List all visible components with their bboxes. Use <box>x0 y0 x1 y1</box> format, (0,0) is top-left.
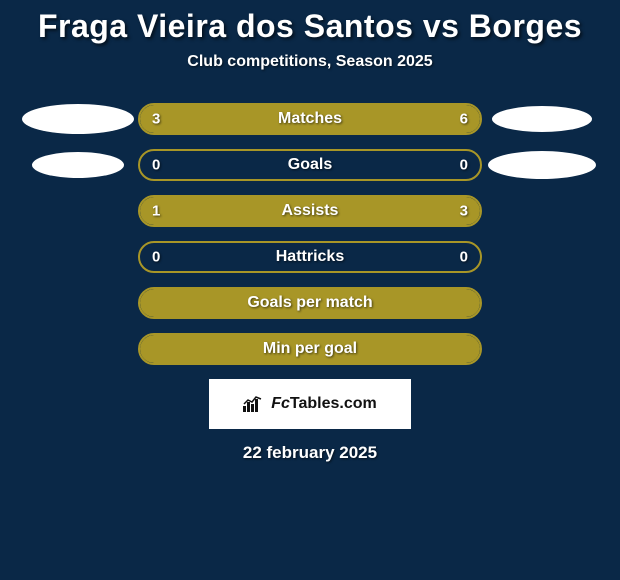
player-left-badge-slot <box>18 104 138 134</box>
stat-row: 1 3 Assists <box>0 195 620 227</box>
stat-value-right: 3 <box>460 203 468 220</box>
page-title: Fraga Vieira dos Santos vs Borges <box>38 8 582 45</box>
chart-icon <box>243 396 265 412</box>
footer-date: 22 february 2025 <box>243 443 377 463</box>
stat-value-right: 0 <box>460 249 468 266</box>
stat-value-left: 0 <box>152 157 160 174</box>
player-ellipse-icon <box>492 106 592 132</box>
footer-brand: FcTables.com <box>271 395 377 413</box>
player-ellipse-icon <box>22 104 134 134</box>
player-ellipse-icon <box>32 152 124 178</box>
stat-value-right: 0 <box>460 157 468 174</box>
stat-label: Hattricks <box>276 248 344 266</box>
stat-label: Goals <box>288 156 332 174</box>
stat-label: Matches <box>278 110 342 128</box>
stat-row: 0 0 Hattricks <box>0 241 620 273</box>
stat-value-left: 0 <box>152 249 160 266</box>
stat-fill-right <box>225 197 480 225</box>
stat-bar: Goals per match <box>138 287 482 319</box>
stat-bar: Min per goal <box>138 333 482 365</box>
footer-badge: FcTables.com <box>209 379 411 429</box>
stat-row: Goals per match <box>0 287 620 319</box>
stat-row: 0 0 Goals <box>0 149 620 181</box>
player-right-badge-slot <box>482 106 602 132</box>
player-left-badge-slot <box>18 152 138 178</box>
stat-label: Goals per match <box>247 294 372 312</box>
player-ellipse-icon <box>488 151 596 179</box>
stat-value-left: 1 <box>152 203 160 220</box>
stat-rows: 3 6 Matches 0 0 Goals 1 3 Assists 0 0 Hattricks Goal… <box>0 103 620 365</box>
stat-label: Min per goal <box>263 340 357 358</box>
stat-label: Assists <box>282 202 339 220</box>
stat-row: Min per goal <box>0 333 620 365</box>
stat-bar: 0 0 Goals <box>138 149 482 181</box>
stat-row: 3 6 Matches <box>0 103 620 135</box>
footer-brand-suffix: Tables.com <box>290 395 377 412</box>
stat-value-left: 3 <box>152 111 160 128</box>
footer-brand-prefix: Fc <box>271 395 290 412</box>
subtitle: Club competitions, Season 2025 <box>187 53 432 71</box>
stat-bar: 3 6 Matches <box>138 103 482 135</box>
stat-bar: 0 0 Hattricks <box>138 241 482 273</box>
stat-bar: 1 3 Assists <box>138 195 482 227</box>
stat-value-right: 6 <box>460 111 468 128</box>
player-right-badge-slot <box>482 151 602 179</box>
